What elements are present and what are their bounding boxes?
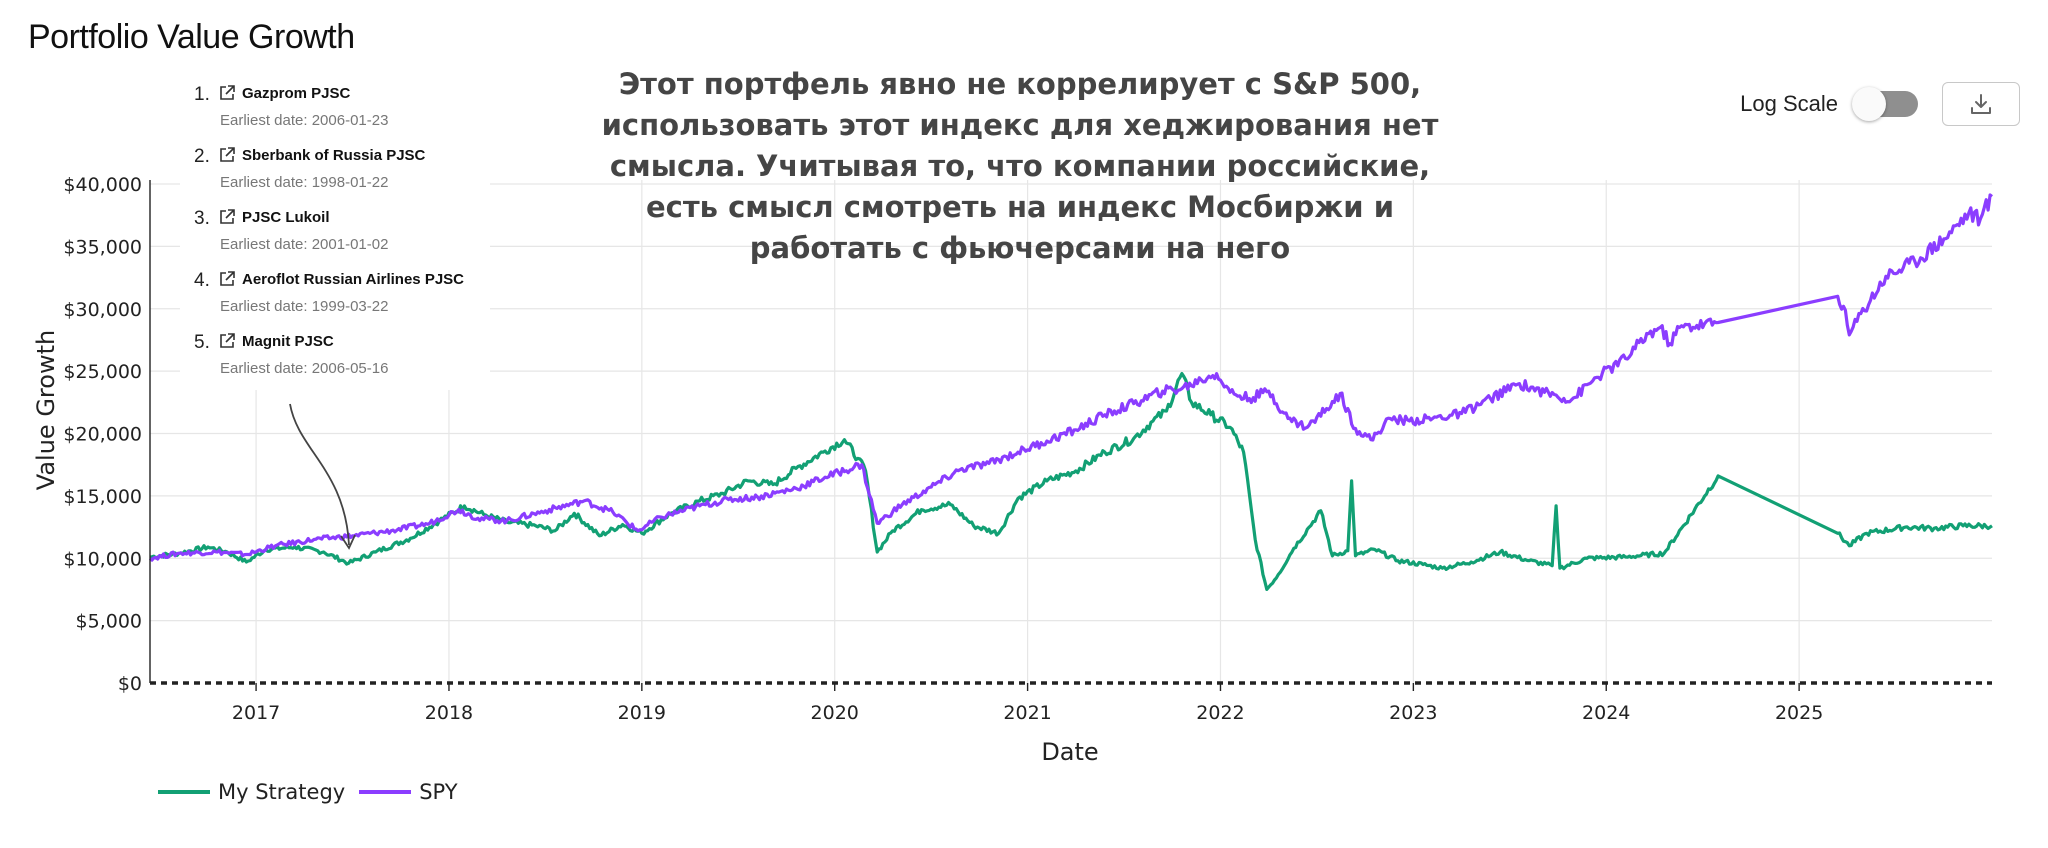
- series-line-strategy: [149, 372, 1993, 591]
- y-tick-label: $35,000: [63, 236, 142, 258]
- stock-number: 3.: [194, 208, 210, 229]
- toggle-knob: [1852, 87, 1886, 121]
- log-scale-label: Log Scale: [1740, 91, 1838, 116]
- stock-number: 1.: [194, 84, 210, 105]
- external-link-icon[interactable]: [218, 146, 236, 164]
- download-icon: [1971, 94, 1991, 114]
- axes: $0 $5,000 $10,000 $15,000 $20,000 $25,000 $30,…: [63, 174, 1992, 724]
- legend-swatch: [359, 790, 412, 794]
- y-tick-label: $15,000: [63, 486, 142, 508]
- stock-item-sberbank: 2. Sberbank of Russia PJSC Earliest date…: [180, 142, 490, 204]
- stock-name-link[interactable]: Aeroflot Russian Airlines PJSC: [242, 270, 464, 288]
- x-tick-label: 2019: [618, 702, 666, 724]
- stock-item-magnit: 5. Magnit PJSC Earliest date: 2006-05-16: [180, 328, 490, 390]
- annotation-arrowhead: [340, 534, 356, 550]
- series-lines: [148, 193, 1993, 591]
- y-tick-label: $10,000: [63, 548, 142, 570]
- y-tick-label: $25,000: [63, 361, 142, 383]
- chart-controls: Log Scale: [1740, 82, 2020, 126]
- stock-item-lukoil: 3. PJSC Lukoil Earliest date: 2001-01-02: [180, 204, 490, 266]
- y-tick-label: $40,000: [63, 174, 142, 196]
- external-link-icon[interactable]: [218, 208, 236, 226]
- external-link-icon[interactable]: [218, 270, 236, 288]
- x-tick-label: 2021: [1003, 702, 1051, 724]
- external-link-icon[interactable]: [218, 84, 236, 102]
- legend-item-strategy[interactable]: My Strategy: [158, 780, 345, 804]
- stock-number: 2.: [194, 146, 210, 167]
- x-tick-label: 2017: [232, 702, 280, 724]
- stock-name-link[interactable]: PJSC Lukoil: [242, 208, 330, 226]
- legend-label: My Strategy: [218, 780, 346, 804]
- earliest-date: Earliest date: 1998-01-22: [220, 174, 389, 191]
- y-tick-label: $30,000: [63, 299, 142, 321]
- y-tick-label: $20,000: [63, 424, 142, 446]
- x-tick-label: 2024: [1582, 702, 1630, 724]
- earliest-date: Earliest date: 2006-01-23: [220, 112, 389, 129]
- chart-legend: My Strategy SPY: [158, 780, 472, 804]
- page-title: Portfolio Value Growth: [28, 18, 355, 56]
- earliest-date: Earliest date: 1999-03-22: [220, 298, 389, 315]
- x-tick-label: 2018: [425, 702, 473, 724]
- y-axis-label: Value Growth: [32, 330, 60, 490]
- download-button[interactable]: [1942, 82, 2020, 126]
- chart-annotation: Этот портфель явно не коррелирует с S&P …: [601, 67, 1439, 265]
- log-scale-toggle[interactable]: [1852, 87, 1918, 121]
- y-tick-label: $5,000: [76, 611, 142, 633]
- annotation-arrow: [289, 403, 350, 546]
- stock-item-gazprom: 1. Gazprom PJSC Earliest date: 2006-01-2…: [180, 80, 490, 142]
- x-tick-label: 2025: [1775, 702, 1823, 724]
- stock-name-link[interactable]: Magnit PJSC: [242, 332, 334, 350]
- external-link-icon[interactable]: [218, 332, 236, 350]
- stock-name-link[interactable]: Gazprom PJSC: [242, 84, 351, 102]
- x-axis-label: Date: [1041, 738, 1098, 766]
- stock-number: 4.: [194, 270, 210, 291]
- legend-swatch: [158, 790, 210, 794]
- earliest-date: Earliest date: 2006-05-16: [220, 360, 389, 377]
- x-tick-label: 2020: [811, 702, 859, 724]
- x-tick-label: 2022: [1196, 702, 1244, 724]
- y-tick-label: $0: [118, 673, 142, 695]
- legend-item-spy[interactable]: SPY: [359, 780, 458, 804]
- x-tick-label: 2023: [1389, 702, 1437, 724]
- stock-list: 1. Gazprom PJSC Earliest date: 2006-01-2…: [180, 80, 490, 390]
- stock-item-aeroflot: 4. Aeroflot Russian Airlines PJSC Earlie…: [180, 266, 490, 328]
- stock-number: 5.: [194, 332, 210, 353]
- series-line-spy: [148, 193, 1993, 562]
- earliest-date: Earliest date: 2001-01-02: [220, 236, 389, 253]
- legend-label: SPY: [419, 780, 458, 804]
- stock-name-link[interactable]: Sberbank of Russia PJSC: [242, 146, 426, 164]
